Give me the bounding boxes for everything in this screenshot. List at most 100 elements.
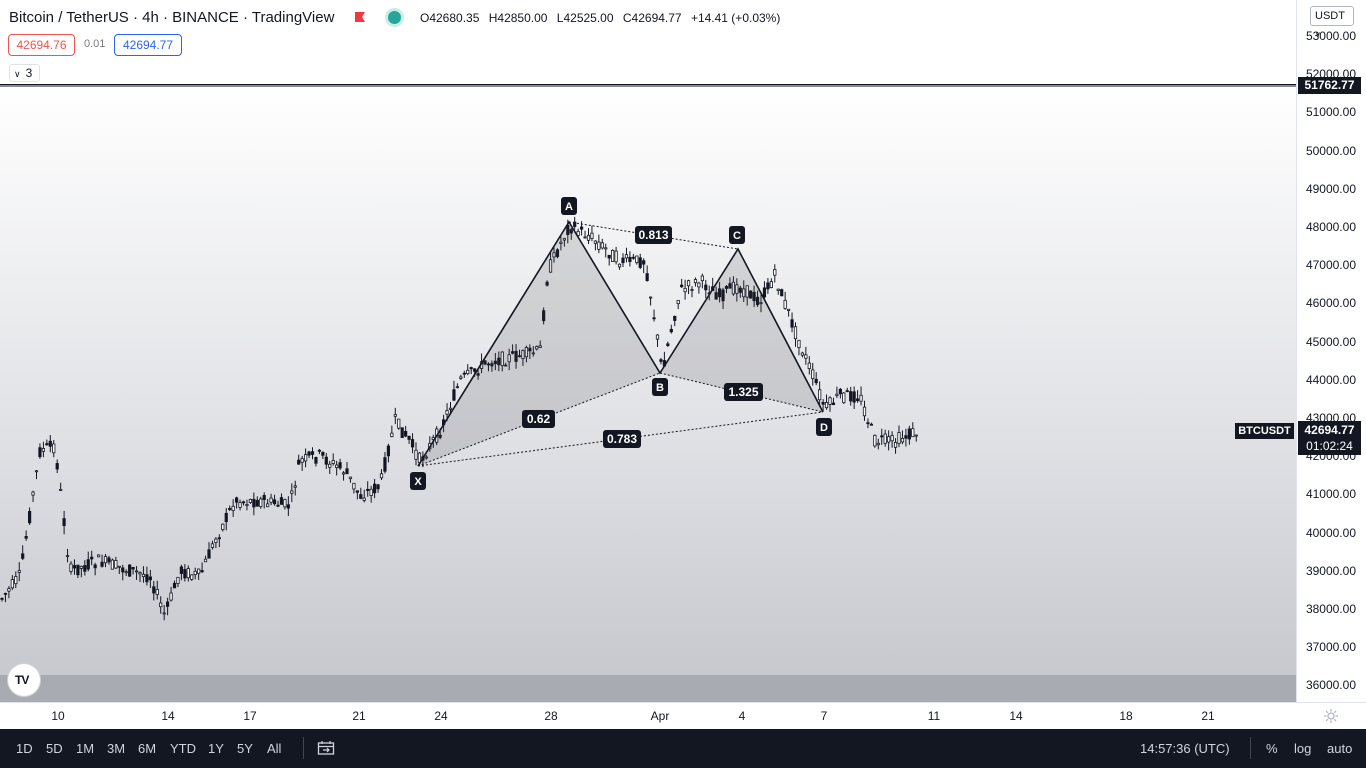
range-button-5y[interactable]: 5Y	[237, 741, 253, 756]
ohlc-values: O42680.35 H42850.00 L42525.00 C42694.77 …	[420, 11, 786, 25]
candle-body	[3, 592, 8, 595]
candle-body	[300, 458, 304, 463]
point-b-label[interactable]: B	[652, 378, 668, 396]
candle-body	[245, 504, 249, 506]
candle-body	[248, 498, 252, 503]
auto-scale-button[interactable]: auto	[1327, 741, 1353, 756]
settings-icon[interactable]	[1323, 708, 1339, 724]
candle-body	[490, 363, 494, 367]
candle-body	[328, 463, 332, 468]
utc-clock[interactable]: 14:57:36 (UTC)	[1140, 741, 1230, 756]
candle-body	[38, 447, 42, 458]
candle-body	[869, 423, 874, 426]
candle-body	[735, 284, 739, 294]
svg-text:D: D	[820, 422, 828, 434]
range-button-1d[interactable]: 1D	[16, 741, 33, 756]
percent-scale-button[interactable]: %	[1266, 741, 1278, 756]
candle-body	[372, 483, 377, 494]
volume-band	[0, 675, 1296, 702]
candle-body	[121, 567, 125, 573]
candle-body	[542, 310, 546, 322]
candle-body	[183, 569, 187, 579]
candle-body	[262, 495, 266, 501]
time-tick-label: 11	[927, 709, 941, 723]
range-button-all[interactable]: All	[267, 741, 282, 756]
candle-body	[186, 568, 190, 579]
candle-body	[145, 574, 149, 583]
price-tick-label: 47000.00	[1305, 258, 1356, 273]
indicators-toggle-button[interactable]: ∨ 3	[9, 64, 40, 82]
candle-body	[911, 428, 915, 438]
candle-body	[128, 564, 132, 577]
sell-button[interactable]: 42694.76	[8, 34, 75, 56]
ratio-ac-label[interactable]: 0.813	[635, 226, 672, 244]
candle-body	[97, 554, 101, 558]
time-axis[interactable]: 10 14 17 21 24 28 Apr 4 7 11 14 18 21	[0, 702, 1366, 729]
point-a-label[interactable]: A	[561, 197, 577, 215]
candle-body	[859, 394, 863, 402]
candle-body	[831, 402, 836, 405]
candle-body	[559, 241, 563, 244]
range-button-5d[interactable]: 5D	[46, 741, 63, 756]
symbol-title[interactable]: Bitcoin / TetherUS · 4h · BINANCE · Trad…	[9, 9, 335, 26]
candle-body	[210, 543, 215, 548]
price-axis[interactable]: USDT ∨ 53000.00 52000.00 51000.00 50000.00 4…	[1296, 0, 1366, 702]
candle-body	[252, 498, 256, 508]
candle-body	[535, 346, 539, 350]
candle-body	[528, 347, 532, 352]
flag-icon[interactable]	[354, 11, 366, 23]
candle-body	[683, 287, 687, 293]
range-button-ytd[interactable]: YTD	[170, 741, 196, 756]
candle-body	[207, 549, 211, 559]
point-c-label[interactable]: C	[729, 226, 745, 244]
candle-body	[386, 445, 391, 457]
candle-body	[749, 290, 753, 299]
candle-body	[203, 558, 208, 563]
ratio-xb-label[interactable]: 0.62	[522, 410, 555, 428]
ohlc-change: +14.41 (+0.03%)	[690, 11, 781, 25]
candle-body	[621, 257, 625, 264]
time-tick-label: 14	[161, 709, 175, 723]
candle-body	[93, 564, 97, 569]
candle-body	[583, 236, 587, 239]
ratio-bd-label[interactable]: 1.325	[724, 383, 763, 401]
ratio-xd-label[interactable]: 0.783	[603, 430, 641, 448]
candle-body	[352, 482, 356, 490]
separator	[303, 737, 304, 759]
range-button-1y[interactable]: 1Y	[208, 741, 224, 756]
candle-body	[165, 601, 170, 607]
point-d-label[interactable]: D	[816, 418, 832, 436]
candle-body	[124, 571, 128, 574]
current-price-value: 42694.77	[1304, 423, 1355, 437]
candle-body	[638, 257, 642, 268]
tradingview-logo-icon[interactable]: TV	[8, 664, 40, 696]
candle-body	[452, 389, 456, 401]
log-scale-button[interactable]: log	[1294, 741, 1312, 756]
price-tick-label: 49000.00	[1305, 181, 1356, 196]
range-button-6m[interactable]: 6M	[138, 741, 157, 756]
date-range-icon[interactable]	[317, 740, 335, 756]
price-tick-label: 50000.00	[1305, 143, 1356, 158]
candle-body	[856, 398, 860, 402]
candle-body	[172, 582, 177, 589]
candle-body	[548, 259, 553, 273]
candle-body	[341, 472, 346, 475]
candle-body	[359, 494, 363, 499]
candle-body	[390, 432, 394, 437]
candle-body	[48, 440, 52, 447]
candle-body	[545, 281, 549, 286]
candle-body	[362, 497, 366, 501]
point-x-label[interactable]: X	[410, 472, 426, 490]
candle-body	[787, 308, 791, 311]
candle-body	[7, 588, 11, 592]
range-button-1m[interactable]: 1M	[76, 741, 95, 756]
candlestick-chart[interactable]: X A B C D 0.62	[0, 85, 1296, 702]
candle-body	[400, 427, 404, 438]
currency-select[interactable]: USDT ∨	[1310, 6, 1354, 39]
candle-body	[445, 410, 449, 415]
chart-pane[interactable]: X A B C D 0.62	[0, 84, 1296, 702]
range-button-3m[interactable]: 3M	[107, 741, 126, 756]
buy-button[interactable]: 42694.77	[114, 34, 182, 56]
candle-body	[790, 319, 794, 328]
candle-body	[890, 435, 894, 442]
